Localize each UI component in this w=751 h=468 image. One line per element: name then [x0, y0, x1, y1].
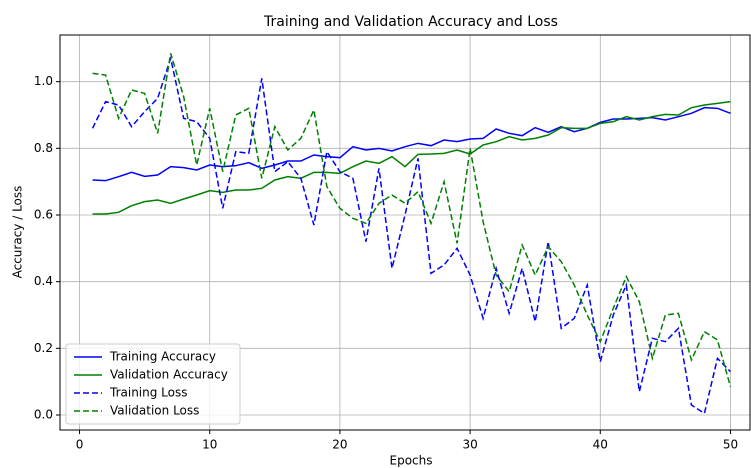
legend: Training Accuracy Validation Accuracy Trai…	[65, 343, 241, 425]
x-tick-label: 50	[723, 438, 738, 452]
line-series	[92, 53, 732, 387]
legend-box	[65, 343, 241, 425]
legend-label: Validation Accuracy	[110, 368, 228, 382]
chart-title: Training and Validation Accuracy and Los…	[263, 14, 558, 30]
plot-frame	[59, 34, 751, 431]
x-tick-label: 0	[76, 438, 84, 452]
y-axis-label: Accuracy / Loss	[11, 186, 25, 279]
x-tick-label: 20	[332, 438, 347, 452]
legend-label: Training Accuracy	[109, 350, 216, 364]
line-series	[92, 100, 731, 215]
y-tick-label: 0.6	[34, 208, 53, 222]
y-tick-label: 0.4	[34, 274, 53, 288]
x-axis-label: Epochs	[390, 454, 433, 468]
x-tick-label: 30	[462, 438, 477, 452]
line-series	[91, 55, 732, 415]
legend-label: Validation Loss	[110, 404, 199, 418]
y-tick-label: 1.0	[34, 74, 53, 88]
y-tick-label: 0.0	[34, 408, 53, 422]
legend-label: Training Loss	[109, 386, 187, 400]
x-tick-label: 10	[202, 438, 217, 452]
y-tick-label: 0.2	[34, 341, 53, 355]
x-tick-label: 40	[593, 438, 608, 452]
y-tick-label: 0.8	[34, 141, 53, 155]
line-series	[92, 106, 731, 182]
